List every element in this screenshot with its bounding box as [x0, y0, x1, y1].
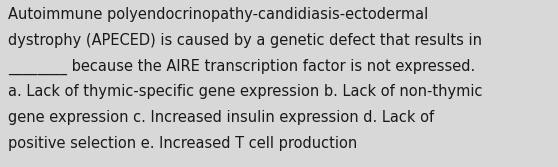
Text: gene expression c. Increased insulin expression d. Lack of: gene expression c. Increased insulin exp…	[8, 110, 435, 125]
Text: dystrophy (APECED) is caused by a genetic defect that results in: dystrophy (APECED) is caused by a geneti…	[8, 33, 482, 48]
Text: Autoimmune polyendocrinopathy-candidiasis-ectodermal: Autoimmune polyendocrinopathy-candidiasi…	[8, 7, 429, 22]
Text: ________ because the AIRE transcription factor is not expressed.: ________ because the AIRE transcription …	[8, 58, 475, 75]
Text: a. Lack of thymic-specific gene expression b. Lack of non-thymic: a. Lack of thymic-specific gene expressi…	[8, 84, 483, 99]
Text: positive selection e. Increased T cell production: positive selection e. Increased T cell p…	[8, 136, 358, 151]
